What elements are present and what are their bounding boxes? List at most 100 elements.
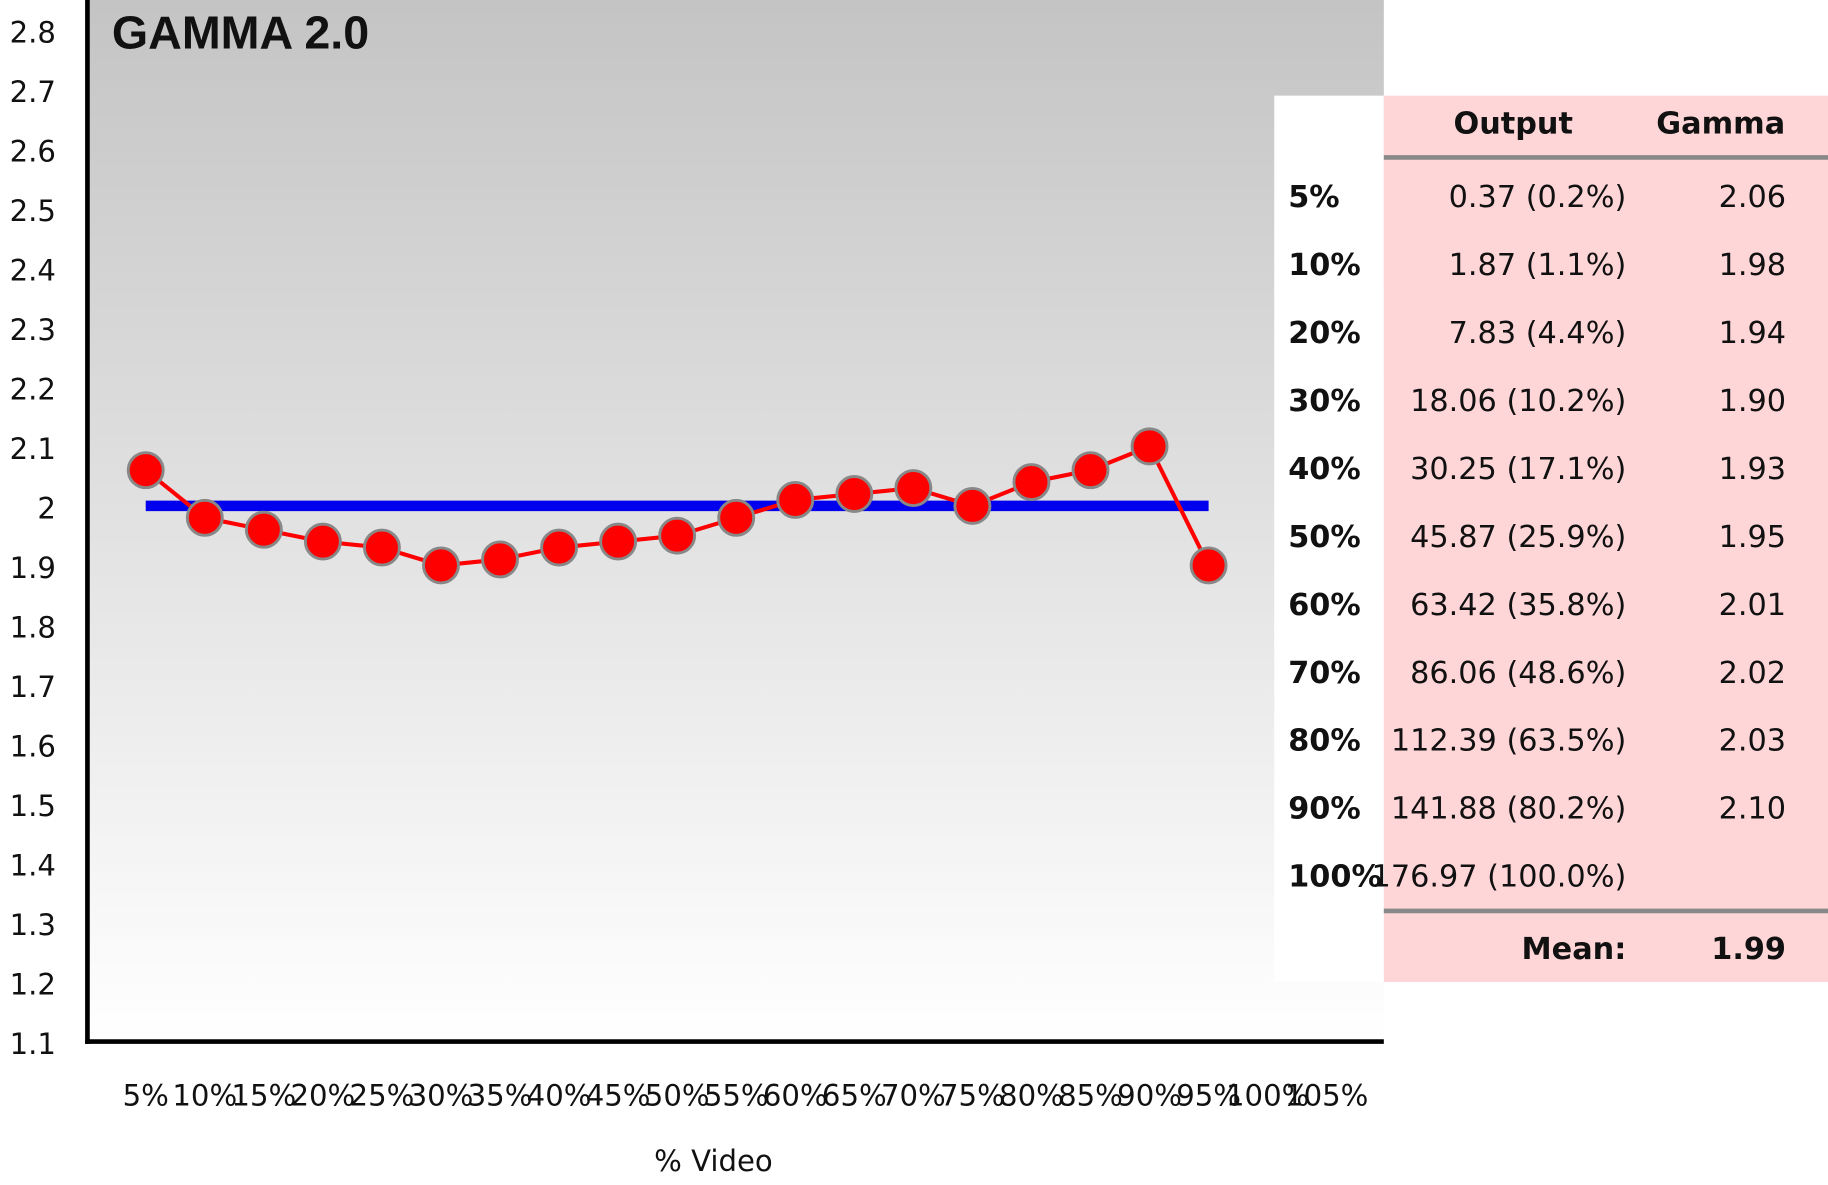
x-tick-label: 40%	[527, 1079, 592, 1113]
y-tick-label: 2	[37, 492, 56, 526]
x-tick-label: 25%	[350, 1079, 415, 1113]
x-tick-label: 85%	[1058, 1079, 1123, 1113]
gamma-point	[658, 516, 697, 555]
gamma-point	[126, 451, 165, 490]
gamma-cell: 1.94	[1719, 316, 1786, 351]
row-label: 30%	[1288, 384, 1361, 419]
x-tick-label: 35%	[468, 1079, 533, 1113]
gamma-cell: 1.95	[1719, 520, 1786, 555]
x-tick-label: 15%	[231, 1079, 296, 1113]
gamma-point	[244, 510, 283, 549]
y-tick-label: 2.7	[10, 75, 56, 109]
y-tick-label: 2.8	[10, 15, 56, 49]
x-tick-label: 55%	[704, 1079, 769, 1113]
gamma-cell: 2.10	[1719, 792, 1786, 827]
column-header: Gamma	[1656, 106, 1785, 141]
gamma-point	[953, 486, 992, 525]
output-cell: 63.42 (35.8%)	[1410, 588, 1626, 623]
output-cell: 0.37 (0.2%)	[1449, 180, 1627, 215]
x-axis-label: % Video	[654, 1144, 773, 1178]
y-tick-label: 1.4	[10, 849, 56, 883]
x-tick-label: 65%	[822, 1079, 887, 1113]
gamma-point	[776, 480, 815, 519]
gamma-point	[717, 498, 756, 537]
table-panel	[1383, 95, 1828, 983]
table-label-panel	[1274, 95, 1384, 983]
gamma-point	[599, 522, 638, 561]
gamma-point	[362, 528, 401, 567]
output-cell: 112.39 (63.5%)	[1391, 724, 1626, 759]
x-tick-label: 60%	[763, 1079, 828, 1113]
y-tick-label: 1.5	[10, 789, 56, 823]
x-tick-label: 105%	[1285, 1079, 1368, 1113]
gamma-cell: 2.03	[1719, 724, 1786, 759]
output-cell: 1.87 (1.1%)	[1449, 248, 1627, 283]
row-label: 100%	[1288, 860, 1382, 895]
y-tick-label: 2.5	[10, 194, 56, 228]
output-cell: 86.06 (48.6%)	[1410, 656, 1626, 691]
y-tick-label: 2.6	[10, 134, 56, 168]
row-label: 70%	[1288, 656, 1361, 691]
y-tick-label: 1.2	[10, 968, 56, 1002]
x-tick-label: 95%	[1176, 1079, 1241, 1113]
output-cell: 18.06 (10.2%)	[1410, 384, 1626, 419]
row-label: 10%	[1288, 248, 1361, 283]
gamma-cell: 1.90	[1719, 384, 1786, 419]
chart-title: GAMMA 2.0	[112, 6, 369, 58]
y-tick-label: 2.4	[10, 253, 56, 287]
y-tick-label: 2.3	[10, 313, 56, 347]
y-tick-label: 1.7	[10, 670, 56, 704]
gamma-point	[1130, 427, 1169, 466]
gamma-point	[835, 475, 874, 513]
y-tick-label: 1.6	[10, 730, 56, 764]
gamma-point	[540, 528, 579, 567]
x-tick-label: 5%	[123, 1079, 169, 1113]
gamma-cell: 1.98	[1719, 248, 1786, 283]
row-label: 5%	[1288, 180, 1339, 215]
gamma-point	[481, 540, 519, 579]
gamma-cell: 2.06	[1719, 180, 1786, 215]
mean-value: 1.99	[1711, 932, 1786, 967]
x-tick-label: 70%	[881, 1079, 946, 1113]
gamma-cell: 1.93	[1719, 452, 1786, 487]
output-cell: 30.25 (17.1%)	[1410, 452, 1626, 487]
gamma-point	[1012, 463, 1051, 502]
mean-label: Mean:	[1522, 932, 1627, 967]
x-tick-label: 30%	[409, 1079, 474, 1113]
marks	[126, 427, 1228, 585]
row-label: 50%	[1288, 520, 1361, 555]
row-label: 90%	[1288, 792, 1361, 827]
y-tick-label: 1.9	[10, 551, 56, 585]
y-tick-label: 1.8	[10, 611, 56, 645]
x-tick-label: 90%	[1117, 1079, 1182, 1113]
x-tick-label: 10%	[172, 1079, 237, 1113]
gamma-cell: 2.02	[1719, 656, 1786, 691]
x-tick-label: 80%	[999, 1079, 1064, 1113]
x-tick-label: 20%	[290, 1079, 355, 1113]
output-cell: 141.88 (80.2%)	[1391, 792, 1626, 827]
gamma-point	[1189, 546, 1228, 585]
x-tick-label: 75%	[940, 1079, 1005, 1113]
output-cell: 45.87 (25.9%)	[1410, 520, 1626, 555]
y-tick-label: 2.2	[10, 373, 56, 407]
output-cell: 7.83 (4.4%)	[1449, 316, 1627, 351]
y-tick-label: 1.1	[10, 1027, 56, 1061]
row-label: 20%	[1288, 316, 1361, 351]
gamma-point	[303, 522, 342, 561]
gamma-point	[185, 498, 224, 537]
x-tick-label: 100%	[1226, 1079, 1309, 1113]
gamma-point	[1071, 451, 1110, 490]
row-label: 80%	[1288, 724, 1361, 759]
gamma-point	[894, 469, 933, 507]
row-label: 40%	[1288, 452, 1361, 487]
column-header: Output	[1453, 106, 1573, 141]
gamma-point	[422, 546, 460, 585]
y-tick-label: 2.1	[10, 432, 56, 466]
gamma-cell: 2.01	[1719, 588, 1786, 623]
y-tick-label: 1.3	[10, 908, 56, 942]
x-tick-label: 50%	[645, 1079, 710, 1113]
row-label: 60%	[1288, 588, 1361, 623]
output-cell: 176.97 (100.0%)	[1372, 860, 1627, 895]
